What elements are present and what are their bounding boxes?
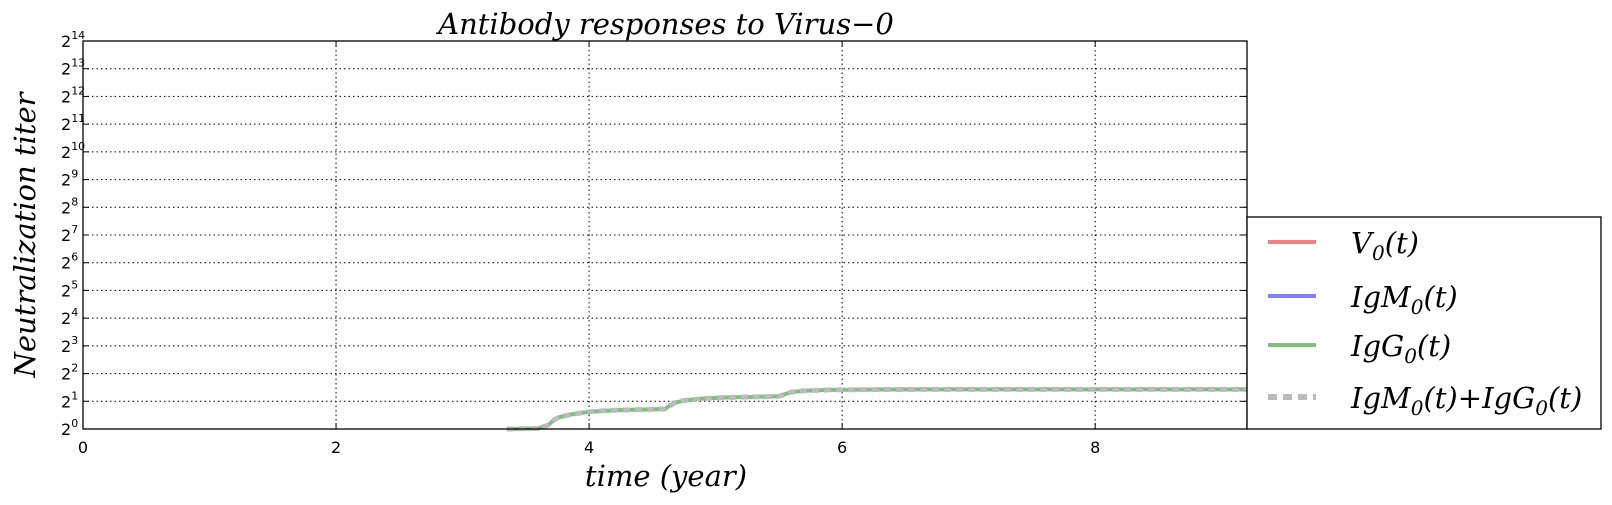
legend-label-1: IgM0(t) [1350, 280, 1458, 319]
y-tick-label: 28 [61, 195, 78, 217]
x-tick-label: 4 [584, 438, 594, 457]
y-tick-label: 22 [61, 362, 78, 384]
legend-label-2: IgG0(t) [1350, 329, 1451, 368]
x-tick-label: 0 [78, 438, 88, 457]
x-axis-label: time (year) [585, 459, 747, 493]
y-tick-label: 21 [61, 389, 78, 411]
y-tick-label: 210 [61, 140, 85, 162]
y-tick-label: 20 [61, 417, 78, 439]
x-tick-label: 8 [1090, 438, 1100, 457]
x-axis-ticks: 0 2 4 6 8 [78, 41, 1100, 457]
y-tick-label: 29 [61, 168, 78, 190]
series-lines [506, 386, 1247, 432]
y-axis-label: Neutralization titer [8, 90, 42, 378]
legend-label-0: V0(t) [1351, 226, 1419, 265]
y-tick-label: 26 [61, 251, 78, 273]
y-tick-label: 24 [61, 306, 78, 328]
series-line-3 [506, 386, 1247, 432]
y-tick-label: 214 [61, 29, 85, 51]
legend-box [1246, 216, 1602, 430]
y-tick-label: 27 [61, 223, 78, 245]
y-tick-label: 23 [61, 334, 78, 356]
y-tick-label: 213 [61, 57, 85, 79]
legend: V0(t) IgM0(t) IgG0(t) IgM0(t)+IgG0(t) [1246, 216, 1602, 430]
x-tick-label: 2 [331, 438, 341, 457]
y-axis-ticks: 20 21 22 23 24 25 26 27 28 29 210 211 212 213 214 [61, 29, 1247, 439]
grid-lines [83, 41, 1247, 429]
legend-label-3: IgM0(t)+IgG0(t) [1350, 381, 1582, 420]
chart-title: Antibody responses to Virus−0 [435, 7, 894, 41]
y-tick-label: 211 [61, 112, 85, 134]
y-tick-label: 212 [61, 84, 85, 106]
x-tick-label: 6 [837, 438, 847, 457]
y-tick-label: 25 [61, 278, 78, 300]
